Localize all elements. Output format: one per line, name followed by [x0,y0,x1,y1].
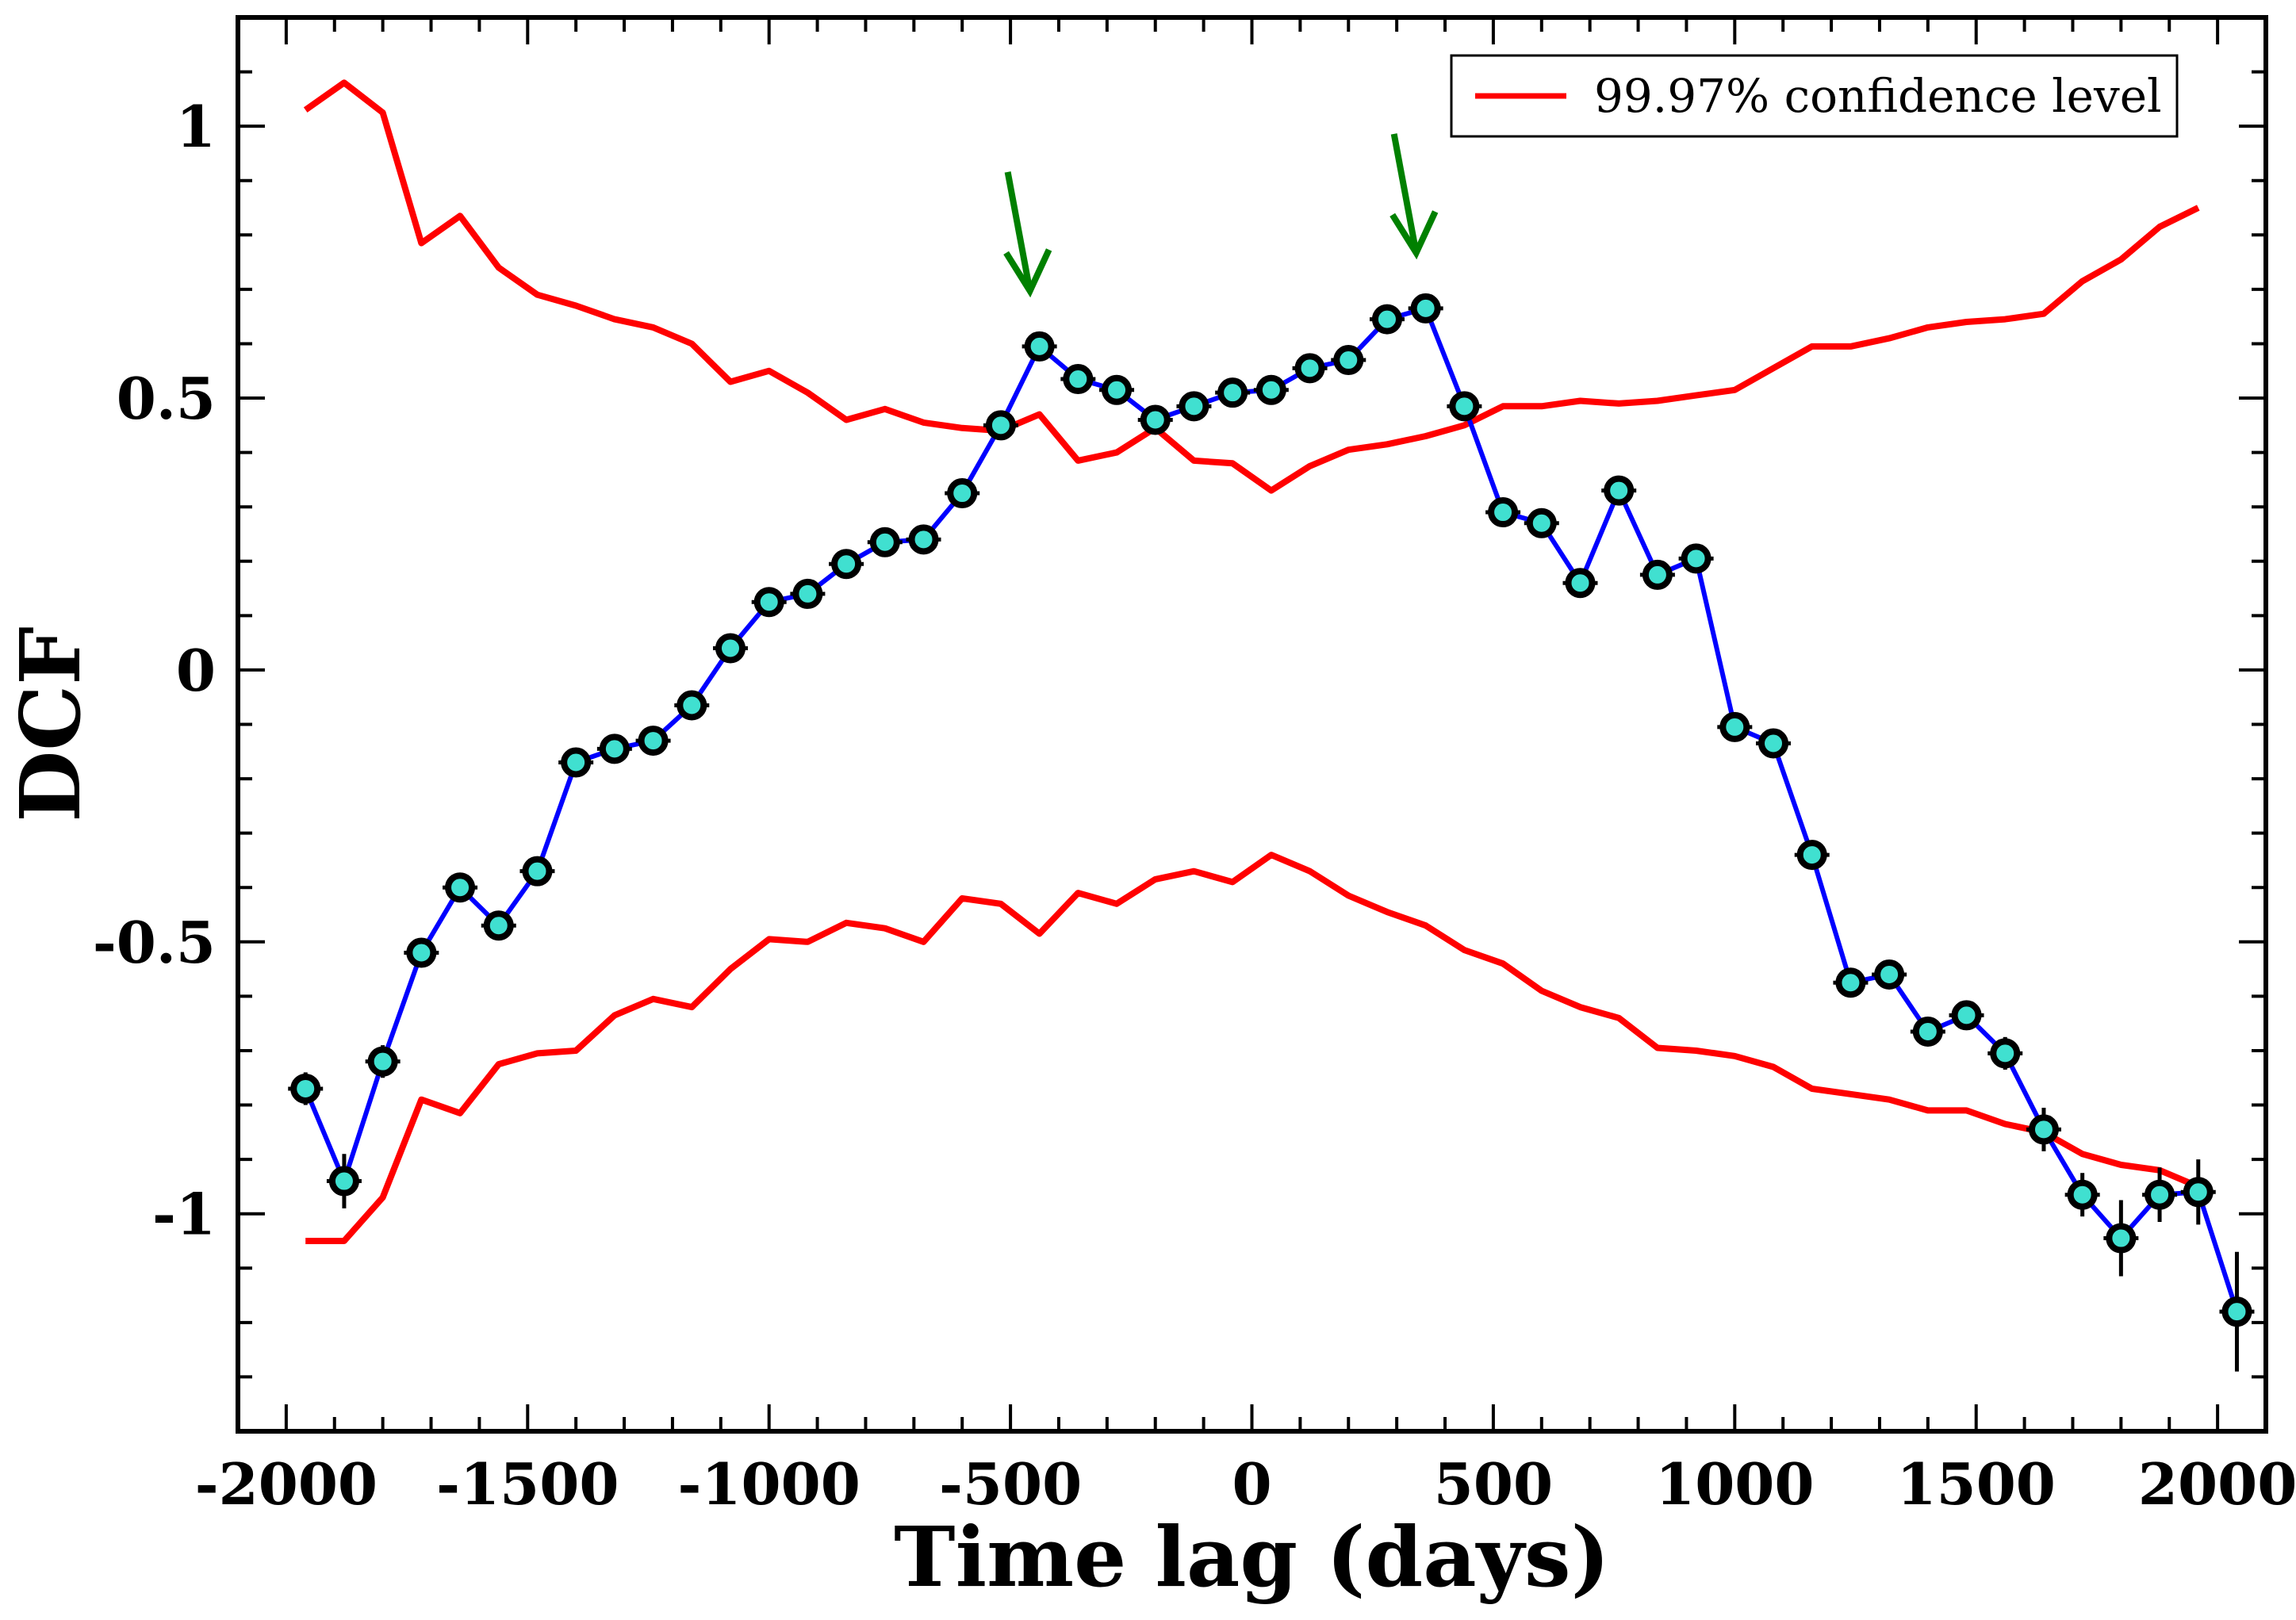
confidence-lines [303,79,2200,1244]
dcf-point [753,587,784,618]
dcf-point [1449,391,1480,422]
dcf-point [328,1166,359,1197]
dcf-point [1140,404,1171,435]
y-tick-label: -0.5 [93,909,216,976]
legend: 99.97% confidence level [1450,54,2179,138]
dcf-point [1912,1016,1943,1047]
dcf-point [831,549,862,580]
dcf-point [2183,1177,2214,1208]
annotation-arrow-head [1003,248,1052,298]
legend-label: 99.97% confidence level [1594,69,2162,123]
y-tick-labels: -1 -0.5 0 0.5 1 [93,93,216,1248]
dcf-point [561,747,592,778]
x-tick-label: 0 [1232,1450,1271,1518]
annotation-arrow-shaft [1390,133,1420,254]
dcf-point [1102,374,1133,405]
annotation-arrow-shaft [1004,171,1033,292]
dcf-point [947,478,978,509]
y-tick-label: -1 [152,1181,216,1248]
dcf-point [1796,840,1827,871]
dcf-point [1719,711,1750,742]
x-tick-label: 1000 [1655,1450,1814,1518]
dcf-point [1951,1000,1982,1031]
dcf-point [1333,345,1364,376]
dcf-point [1990,1038,2021,1069]
dcf-point [1526,507,1557,538]
dcf-point [290,1073,321,1104]
dcf-point [2145,1179,2175,1210]
dcf-point [1371,304,1402,335]
x-axis-title: Time lag (days) [894,1508,1610,1606]
dcf-point [483,910,514,941]
dcf-point [1681,543,1711,574]
dcf-point [445,872,476,903]
x-tick-label: 1500 [1897,1450,2056,1518]
dcf-point [1024,331,1055,362]
y-tick-label: 0.5 [117,365,216,432]
dcf-point [1410,293,1441,324]
legend-box [1450,54,2179,138]
dcf-line [303,305,2240,1313]
x-tick-label: -2000 [195,1450,378,1518]
x-tick-label: -500 [939,1450,1082,1518]
dcf-point [1294,353,1325,384]
dcf-point [792,578,823,609]
confidence-upper-line [303,79,2200,494]
annotation-arrow-head [1389,210,1439,260]
dcf-point [1217,377,1248,408]
dcf-point [638,726,669,756]
x-tick-label: 500 [1434,1450,1553,1518]
dcf-point [2028,1114,2059,1145]
dcf-point [677,690,707,721]
y-tick-label: 1 [176,93,216,160]
axis-ticks [238,17,2266,1431]
y-tick-label: 0 [176,637,216,704]
dcf-point [1255,374,1286,405]
dcf-point [1874,959,1905,990]
dcf-point [367,1046,398,1077]
dcf-point [599,733,630,764]
dcf-point [869,527,900,557]
dcf-point [522,856,553,887]
dcf-point [1063,364,1094,395]
dcf-point [2067,1179,2098,1210]
dcf-point [1488,497,1519,528]
dcf-point [715,633,746,664]
dcf-point [985,410,1016,441]
dcf-point [1565,568,1596,599]
annotation-arrows [1003,133,1439,298]
dcf-point [908,524,939,555]
x-tick-label: -1500 [436,1450,619,1518]
dcf-point [406,937,437,968]
dcf-point [2106,1223,2137,1254]
dcf-point [1179,391,1209,422]
dcf-point [2221,1296,2252,1327]
dcf-point [1604,475,1635,506]
x-tick-label: 2000 [2138,1450,2296,1518]
dcf-point [1835,967,1866,998]
dcf-series [288,293,2255,1372]
y-axis-title: DCF [2,626,99,822]
x-tick-label: -1000 [678,1450,861,1518]
dcf-point [1642,559,1673,590]
plot-frame [236,15,2268,1434]
dcf-point [1758,728,1789,759]
x-tick-labels: -2000 -1500 -1000 -500 0 500 1000 1500 2000 [195,1450,2296,1518]
confidence-lower-line [305,852,2200,1244]
